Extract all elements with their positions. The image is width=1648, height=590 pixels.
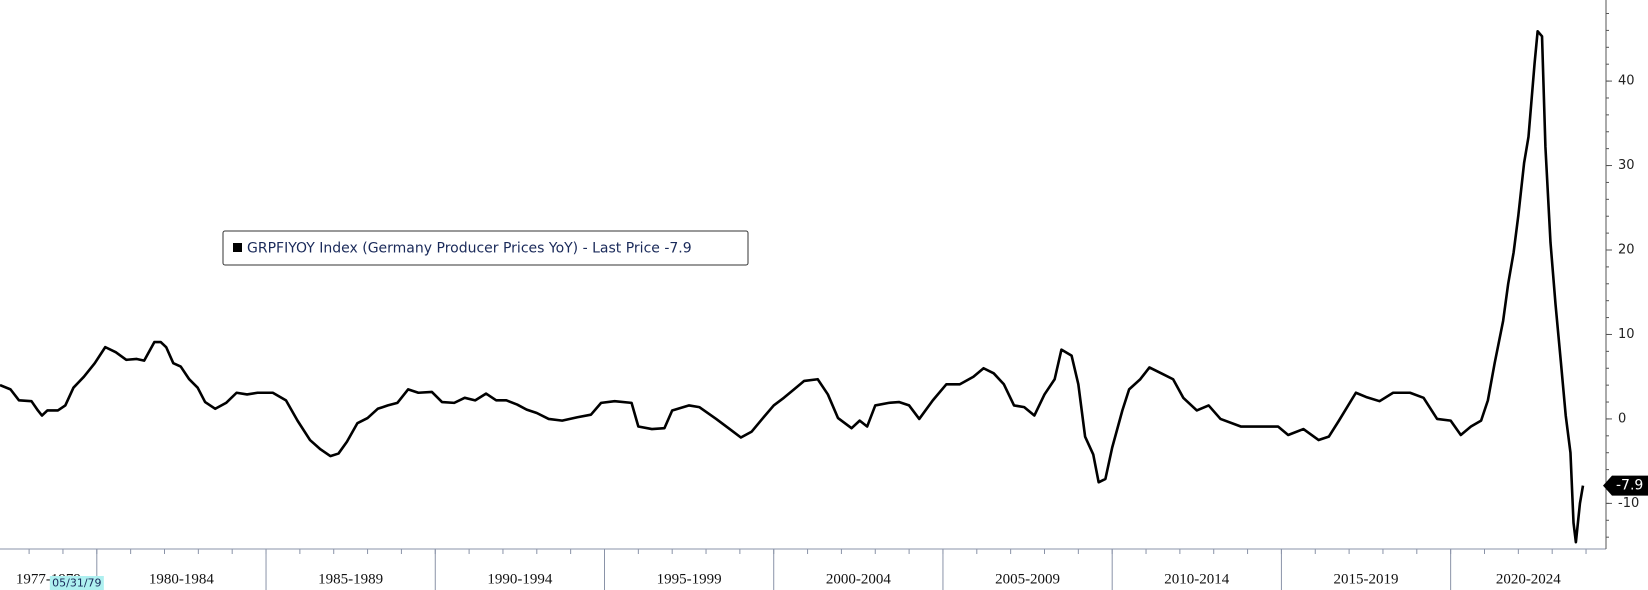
legend-series-name: GRPFIYOY Index (Germany Producer Prices …: [247, 241, 578, 257]
legend-box: [222, 230, 749, 266]
legend-last-price-text: - Last Price: [583, 241, 660, 257]
last-price-tag: [1603, 475, 1648, 496]
period-label: 2015-2019: [1334, 571, 1399, 587]
period-label: 1995-1999: [657, 571, 722, 587]
y-tick-label: 40: [1618, 74, 1635, 89]
legend-swatch: [233, 243, 242, 252]
legend: GRPFIYOY Index (Germany Producer Prices …: [222, 230, 749, 266]
y-tick-label: 30: [1618, 158, 1635, 173]
y-tick-label: -10: [1618, 496, 1639, 511]
period-label: 2000-2004: [826, 571, 891, 587]
cursor-label-bg: [49, 576, 104, 590]
series-line: [0, 29, 1585, 544]
period-label: 2020-2024: [1496, 571, 1561, 587]
period-label: 1990-1994: [487, 571, 552, 587]
y-tick-label: 0: [1618, 411, 1626, 426]
period-label: 1985-1989: [318, 571, 383, 587]
y-tick-label: 50: [1618, 0, 1635, 4]
y-tick-label: 20: [1618, 243, 1635, 258]
cursor-label: 05/31/79: [52, 577, 101, 590]
legend-entry: GRPFIYOY Index (Germany Producer Prices …: [247, 241, 692, 257]
period-label: 2010-2014: [1164, 571, 1229, 587]
period-label: 2005-2009: [995, 571, 1060, 587]
last-price-tag-label: -7.9: [1616, 478, 1643, 494]
period-label: 1980-1984: [149, 571, 214, 587]
y-tick-label: 10: [1618, 327, 1635, 342]
legend-last-price: -7.9: [664, 241, 691, 257]
